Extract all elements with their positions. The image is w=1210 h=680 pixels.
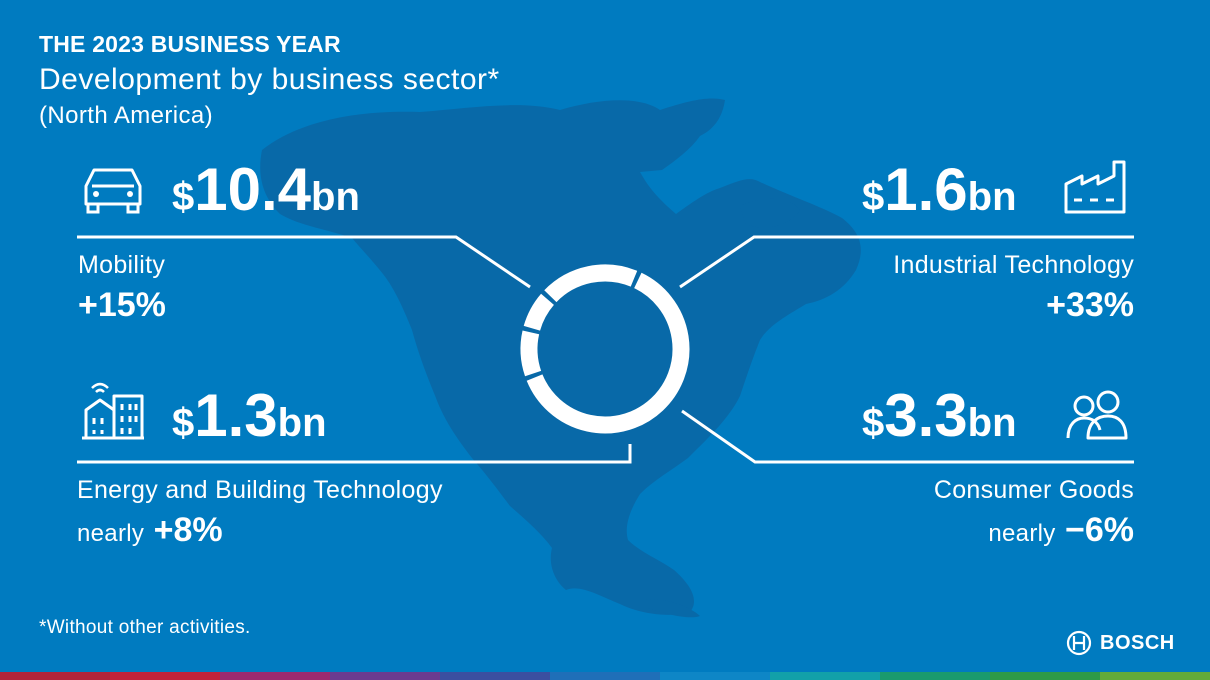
stripe-segment <box>660 672 771 680</box>
donut-slice-industrial-technology <box>520 330 542 377</box>
industrial-label: Industrial Technology <box>893 251 1134 279</box>
industrial-currency: $ <box>862 175 885 219</box>
page-subtitle: (North America) <box>39 102 214 129</box>
mobility-label: Mobility <box>78 251 166 279</box>
energy-value: 1.3 <box>194 382 278 449</box>
stripe-segment <box>440 672 551 680</box>
people-icon <box>1066 390 1128 440</box>
footnote: *Without other activities. <box>39 617 251 638</box>
consumer-unit: bn <box>967 401 1017 445</box>
energy-label: Energy and Building Technology <box>77 476 443 504</box>
energy-change-row: nearly +8% <box>77 511 223 550</box>
map-cuba <box>645 599 700 618</box>
color-stripe <box>0 672 1210 680</box>
industrial-change: +33% <box>1046 286 1134 324</box>
mobility-currency: $ <box>172 175 195 219</box>
connector-mobility <box>77 235 531 289</box>
consumer-amount: $3.3bn <box>862 386 1017 446</box>
energy-unit: bn <box>277 401 327 445</box>
consumer-label: Consumer Goods <box>933 476 1134 504</box>
stripe-segment <box>220 672 331 680</box>
page-title: Development by business sector* <box>39 63 500 96</box>
brand-logo: BOSCH <box>1066 630 1175 656</box>
connector-consumer <box>681 409 1134 464</box>
consumer-change-row: nearly −6% <box>988 511 1134 550</box>
consumer-currency: $ <box>862 401 885 445</box>
stripe-segment <box>110 672 221 680</box>
industrial-unit: bn <box>967 175 1017 219</box>
mobility-value: 10.4 <box>194 156 312 223</box>
smart-building-icon <box>82 382 144 440</box>
stripe-segment <box>330 672 441 680</box>
energy-change: +8% <box>153 511 223 549</box>
car-icon <box>84 168 142 214</box>
mobility-unit: bn <box>311 175 360 219</box>
industrial-value: 1.6 <box>884 156 968 223</box>
stripe-segment <box>770 672 881 680</box>
stripe-segment <box>0 672 111 680</box>
factory-icon <box>1064 160 1126 214</box>
stripe-segment <box>1100 672 1210 680</box>
consumer-change-prefix: nearly <box>988 520 1056 547</box>
energy-currency: $ <box>172 401 195 445</box>
mobility-change: +15% <box>78 286 166 324</box>
donut-chart <box>520 264 690 434</box>
donut-slice-consumer-goods <box>544 264 638 303</box>
stripe-segment <box>880 672 991 680</box>
mobility-amount: $10.4bn <box>172 160 360 220</box>
industrial-amount: $1.6bn <box>862 160 1017 220</box>
consumer-change: −6% <box>1065 511 1134 549</box>
donut-slice-energy-and-building-technology <box>523 293 555 331</box>
consumer-value: 3.3 <box>884 382 968 449</box>
connector-industrial <box>679 235 1134 289</box>
brand-name: BOSCH <box>1100 631 1175 654</box>
connector-energy <box>77 444 632 464</box>
map-shape <box>260 98 861 615</box>
donut-slice-mobility <box>526 272 690 434</box>
energy-amount: $1.3bn <box>172 386 327 446</box>
energy-change-prefix: nearly <box>77 520 145 547</box>
stripe-segment <box>550 672 661 680</box>
kicker-heading: THE 2023 BUSINESS YEAR <box>39 31 341 57</box>
map-island <box>740 198 800 228</box>
stripe-segment <box>990 672 1101 680</box>
bosch-armature-icon <box>1066 630 1092 656</box>
